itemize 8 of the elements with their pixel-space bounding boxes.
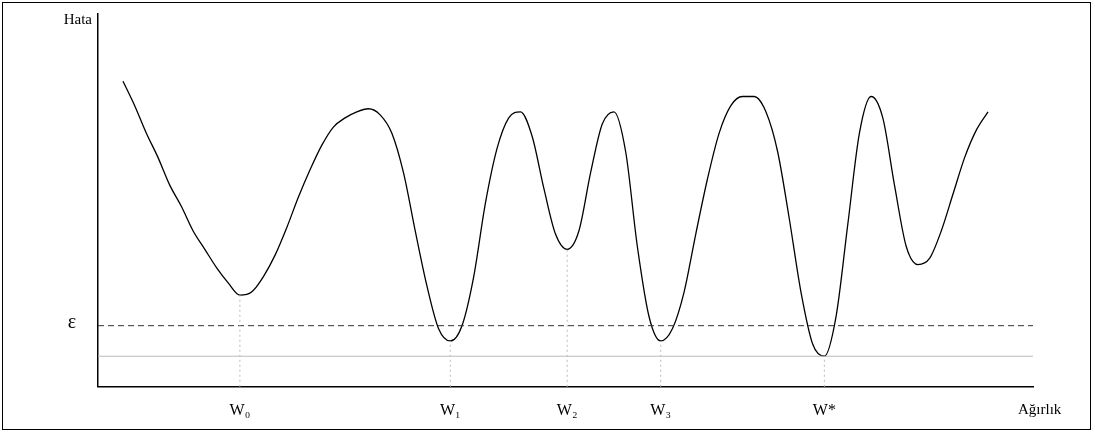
x-axis-title: Ağırlık <box>1018 400 1062 417</box>
x-tick-label: W₀ <box>229 400 251 418</box>
ref-line-label: ε <box>67 309 77 332</box>
x-tick-label: W* <box>812 400 836 418</box>
x-tick-label: W₁ <box>439 400 461 418</box>
x-tick-label: W₃ <box>650 400 672 418</box>
x-tick-label: W₂ <box>556 400 578 418</box>
y-axis-title: Hata <box>63 10 93 27</box>
